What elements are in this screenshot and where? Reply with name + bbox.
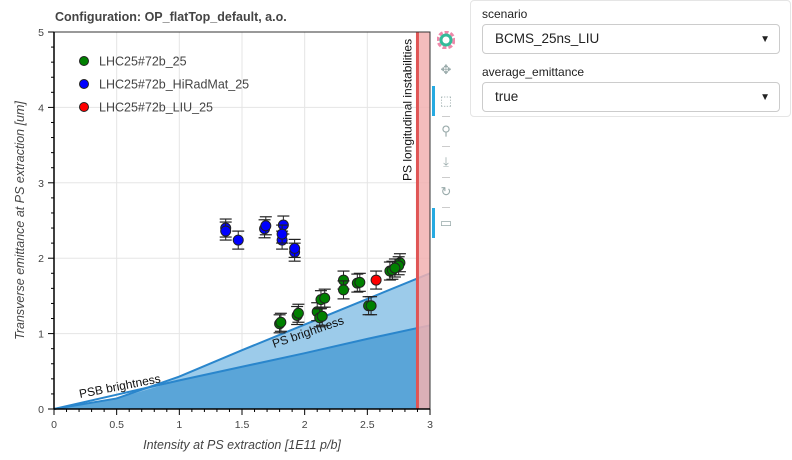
x-tick-label: 1.5 [235, 419, 250, 431]
legend-label[interactable]: LHC25#72b_25 [99, 55, 187, 69]
data-point[interactable] [275, 316, 287, 328]
data-point[interactable] [354, 276, 366, 288]
psb-brightness-line [53, 324, 431, 410]
active-indicator [432, 208, 435, 238]
controls-panel: scenario BCMS_25ns_LIU ▼ average_emittan… [470, 0, 791, 117]
separator [442, 207, 450, 208]
average-emittance-label: average_emittance [482, 65, 585, 79]
data-point[interactable] [220, 225, 232, 237]
x-tick-label: 3 [427, 419, 433, 431]
ps-brightness-line [53, 272, 431, 410]
x-tick-label: 2.5 [360, 419, 375, 431]
separator [442, 146, 450, 147]
active-indicator [432, 86, 435, 116]
hover-icon[interactable]: ▭ [439, 215, 453, 230]
data-point[interactable] [316, 310, 328, 322]
legend-marker [79, 79, 89, 89]
x-tick-label: 0 [51, 419, 57, 431]
x-tick-label: 2 [302, 419, 308, 431]
caret-down-icon: ▼ [760, 34, 770, 45]
caret-down-icon: ▼ [760, 92, 770, 103]
data-point[interactable] [370, 274, 382, 286]
scenario-select[interactable]: BCMS_25ns_LIU ▼ [482, 24, 780, 54]
scenario-label: scenario [482, 7, 528, 21]
data-point[interactable] [289, 242, 301, 254]
scenario-value: BCMS_25ns_LIU [495, 31, 600, 46]
x-tick-label: 1 [176, 419, 182, 431]
average-emittance-select[interactable]: true ▼ [482, 82, 780, 112]
legend-marker [79, 102, 89, 112]
data-point[interactable] [260, 220, 272, 232]
separator [442, 177, 450, 178]
y-tick-label: 5 [38, 27, 44, 39]
data-point[interactable] [319, 292, 331, 304]
points [219, 215, 406, 334]
data-point[interactable] [338, 284, 350, 296]
data-point[interactable] [292, 307, 304, 319]
y-tick-label: 1 [38, 329, 44, 341]
ps-instabilities-label: PS longitudinal instabilities [400, 39, 414, 181]
data-point[interactable] [365, 300, 377, 312]
y-tick-label: 0 [38, 404, 44, 416]
y-tick-label: 3 [38, 178, 44, 190]
wheel-zoom-icon[interactable]: ⚲ [441, 123, 451, 138]
chart-title: Configuration: OP_flatTop_default, a.o. [55, 10, 287, 24]
separator [442, 116, 450, 117]
data-point[interactable] [389, 262, 401, 274]
x-tick-label: 0.5 [109, 419, 124, 431]
average-emittance-value: true [495, 89, 519, 104]
data-point[interactable] [232, 234, 244, 246]
ps-instabilities-band [417, 32, 430, 409]
pan-icon[interactable]: ✥ [440, 62, 452, 77]
legend-label[interactable]: LHC25#72b_LIU_25 [99, 101, 213, 115]
box-zoom-icon[interactable]: ⬚ [439, 93, 453, 108]
data-point[interactable] [276, 228, 288, 240]
y-tick-label: 2 [38, 253, 44, 265]
legend: LHC25#72b_25 LHC25#72b_HiRadMat_25 LHC25#7… [79, 55, 249, 115]
x-axis-label: Intensity at PS extraction [1E11 p/b] [143, 438, 341, 452]
toolbar: ✥ ⬚ ⚲ ⤓ ↻ ▭ [432, 30, 460, 240]
legend-marker [79, 56, 89, 66]
bokeh-logo-icon[interactable] [436, 30, 456, 50]
reset-icon[interactable]: ↻ [440, 184, 452, 199]
axes: 0 0.5 1 1.5 2 2.5 3 0 1 2 3 4 5 Intensity at PS extra… [13, 27, 433, 452]
y-axis-label: Transverse emittance at PS extraction [u… [13, 101, 27, 340]
legend-label[interactable]: LHC25#72b_HiRadMat_25 [99, 78, 249, 92]
y-tick-label: 4 [38, 102, 44, 114]
save-icon[interactable]: ⤓ [443, 154, 449, 169]
